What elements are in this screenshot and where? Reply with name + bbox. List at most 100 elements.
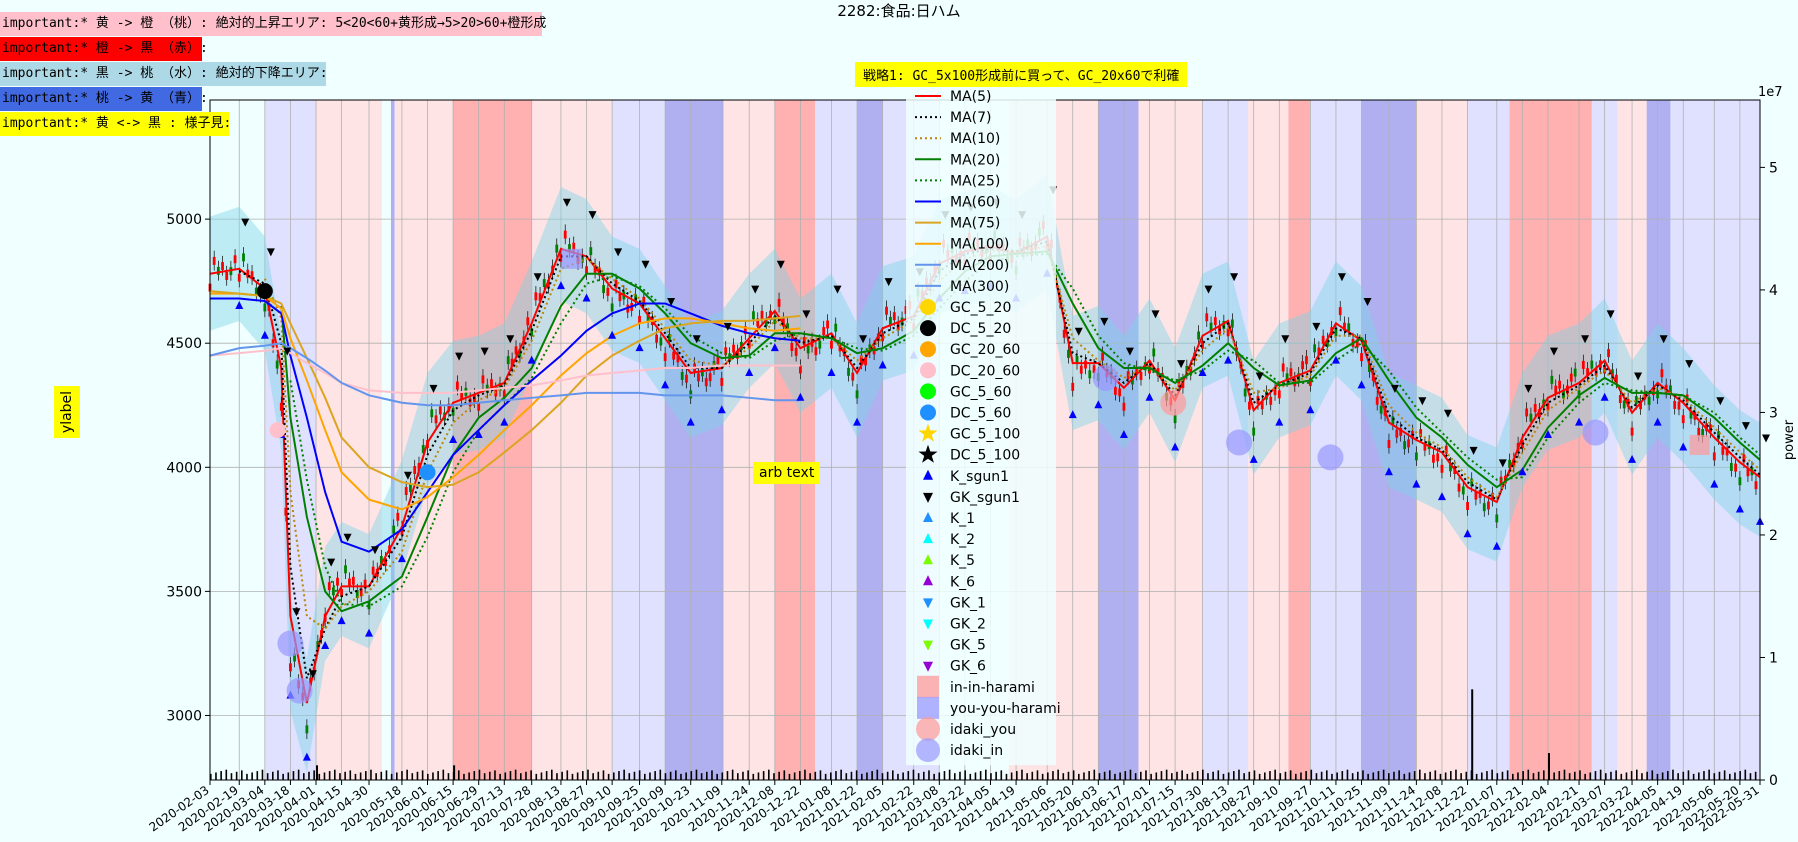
k-sgun1-marker [1068, 410, 1077, 419]
volume-bar [1584, 773, 1586, 780]
candle-body [1079, 365, 1083, 374]
volume-bar [411, 773, 414, 780]
candle-body [216, 266, 220, 275]
volume-bar [1057, 769, 1059, 780]
candle-body [1334, 328, 1338, 337]
volume-bar [1026, 773, 1028, 780]
candle-body [1449, 463, 1452, 472]
volume-bar [1718, 771, 1721, 780]
legend-label: K_5 [950, 553, 975, 569]
gk-sgun1-marker [1741, 422, 1750, 431]
legend-swatch [923, 640, 933, 651]
gk-sgun1-marker [1762, 434, 1770, 443]
candle-body [400, 526, 404, 535]
volume-bars [210, 689, 1757, 780]
legend-label: MA(60) [950, 195, 1000, 211]
candle-body [1618, 395, 1622, 403]
volume-spike [1471, 689, 1474, 780]
k-sgun1-marker [1275, 417, 1284, 426]
background-band [815, 100, 858, 780]
k-sgun1-marker [1384, 467, 1393, 476]
candle-body [1395, 429, 1399, 438]
volume-bar [509, 771, 512, 780]
candle-body [667, 334, 671, 342]
volume-bar [1703, 771, 1705, 780]
k-sgun1-marker [556, 281, 565, 290]
legend-swatch [916, 738, 940, 763]
legend-swatch [923, 598, 933, 609]
gk-sgun1-marker [1312, 322, 1321, 331]
candle-body [221, 262, 224, 270]
volume-bar [1072, 770, 1075, 780]
candle-body [1725, 447, 1729, 456]
candle-body [1461, 486, 1465, 495]
volume-bar [1269, 771, 1271, 780]
volume-bar [1258, 773, 1261, 780]
candle-body [542, 279, 546, 287]
candle-body [534, 292, 538, 301]
volume-bar [1692, 773, 1695, 780]
legend-label: DC_5_100 [950, 448, 1020, 464]
candle-body [340, 588, 344, 597]
volume-bar [561, 771, 563, 780]
volume-bar [1444, 772, 1447, 780]
volume-bar [1351, 773, 1354, 780]
event-marker [1582, 419, 1609, 446]
event-marker [419, 464, 436, 481]
volume-bar [659, 769, 662, 780]
candle-body [585, 266, 588, 275]
volume-spike [453, 765, 456, 780]
candle-body [555, 244, 559, 253]
volume-bar [1326, 770, 1328, 780]
gk-sgun1-marker [1074, 327, 1083, 336]
gk-sgun1-marker [1177, 360, 1186, 369]
volume-bar [912, 769, 915, 780]
k-sgun1-marker [1198, 367, 1207, 376]
candle-body [1399, 427, 1403, 436]
volume-bar [235, 771, 238, 780]
gk-sgun1-marker [455, 352, 464, 361]
gk-sgun1-marker [614, 248, 623, 257]
volume-bar [1630, 771, 1633, 780]
volume-bar [644, 773, 646, 780]
legend-label: MA(7) [950, 110, 992, 126]
candle-body [1738, 477, 1742, 486]
volume-bar [1496, 773, 1499, 780]
gk-sgun1-marker [1443, 409, 1452, 418]
candle-body [371, 566, 375, 575]
volume-bar [933, 773, 935, 780]
candle-body [547, 279, 550, 288]
gk-sgun1-marker [1549, 347, 1558, 356]
volume-bar [1589, 772, 1592, 780]
volume-bar [1656, 773, 1659, 780]
event-marker [1226, 429, 1253, 456]
gk-sgun1-marker [802, 310, 811, 319]
candle-body [384, 558, 387, 567]
volume-bar [1310, 769, 1313, 780]
volume-bar [1682, 771, 1685, 780]
volume-bar [1517, 772, 1519, 780]
volume-bar [1134, 773, 1137, 780]
volume-bar [1636, 769, 1638, 780]
volume-bar [1362, 770, 1364, 780]
volume-bar [1568, 773, 1571, 780]
volume-bar [628, 773, 631, 780]
volume-bar [948, 769, 951, 780]
volume-spike [316, 765, 319, 780]
candle-body [1213, 317, 1217, 326]
candle-body [1297, 373, 1301, 382]
candle-body [233, 255, 237, 264]
candle-body [646, 314, 650, 323]
ma-line [209, 347, 801, 394]
candle-body [1252, 427, 1256, 436]
candle-body [1525, 408, 1529, 417]
candle-body [892, 312, 896, 321]
candle-body [263, 303, 267, 312]
volume-bar [959, 771, 961, 780]
legend-label: MA(20) [950, 152, 1000, 168]
volume-bar [737, 773, 739, 780]
volume-bar [1129, 769, 1132, 780]
candle-body [379, 556, 383, 564]
candle-body [859, 355, 863, 364]
k-sgun1-marker [1224, 355, 1233, 364]
